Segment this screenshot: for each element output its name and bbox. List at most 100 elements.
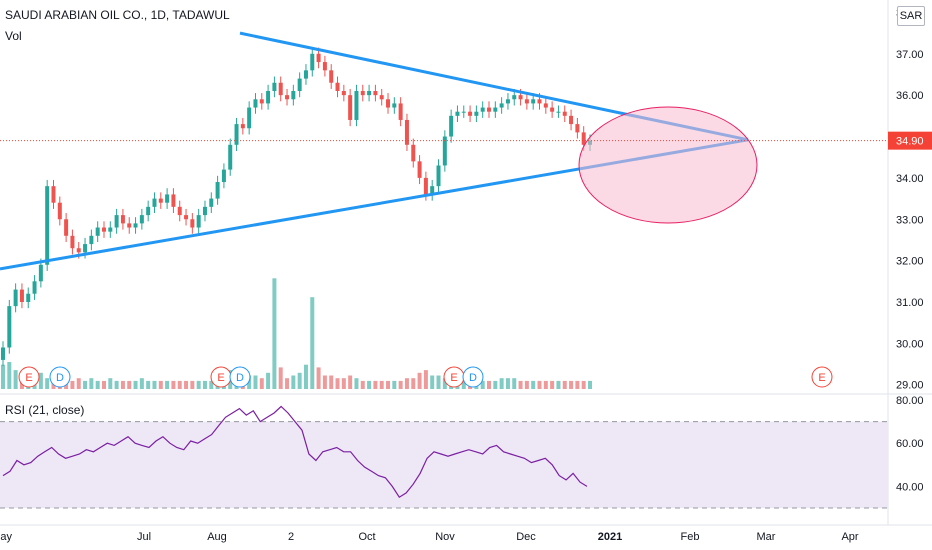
candle-body [569, 115, 574, 125]
candle-body [7, 306, 12, 348]
event-marker-label: E [450, 372, 457, 384]
volume-bar [556, 380, 561, 389]
volume-bar [209, 380, 214, 389]
volume-bar [190, 380, 195, 389]
candle-body [341, 91, 346, 96]
candle-body [108, 227, 113, 232]
candle-body [32, 281, 37, 294]
candle-body [543, 103, 548, 108]
candle-body [474, 111, 479, 116]
event-marker-dividend[interactable] [49, 366, 71, 388]
event-marker-earnings[interactable] [811, 366, 833, 388]
volume-bar [569, 380, 574, 389]
candle-body [524, 99, 529, 104]
volume-bar [95, 380, 100, 389]
volume-bar [133, 380, 138, 389]
volume-bar [278, 367, 283, 389]
rsi-tick-label: 60.00 [896, 438, 924, 450]
last-price-badge [888, 131, 932, 150]
volume-bar [524, 380, 529, 389]
candle-body [13, 289, 18, 307]
volume-bar [480, 380, 485, 389]
candle-body [202, 206, 207, 216]
candle-body [329, 70, 334, 83]
volume-bar [165, 380, 170, 389]
candle-body [228, 144, 233, 170]
event-marker-dividend[interactable] [229, 366, 251, 388]
volume-bar [1, 364, 5, 389]
event-marker-label: E [25, 372, 32, 384]
volume-bar [348, 375, 353, 389]
price-tick-label: 32.00 [896, 256, 924, 268]
candle-body [310, 53, 315, 71]
time-tick-label: Jul [137, 531, 151, 543]
candle-body [240, 124, 245, 129]
event-marker-dividend[interactable] [462, 366, 484, 388]
candle-body [1, 347, 5, 360]
volume-bar [367, 380, 372, 389]
candle-body [581, 132, 586, 145]
event-marker-label: D [236, 372, 244, 384]
candle-body [512, 95, 517, 100]
rsi-label: RSI (21, close) [5, 403, 85, 417]
volume-bar [310, 297, 315, 389]
volume-bar [531, 380, 536, 389]
candle-body [417, 161, 422, 178]
volume-bar [436, 375, 441, 389]
volume-bar [184, 380, 189, 389]
volume-bar [575, 380, 580, 389]
candle-body [531, 99, 536, 104]
candle-body [95, 227, 100, 236]
candle-body [398, 103, 403, 120]
event-marker-label: D [469, 372, 477, 384]
candle-body [285, 95, 290, 100]
candle-body [184, 215, 189, 220]
candle-body [221, 169, 226, 183]
event-marker-earnings[interactable] [18, 366, 40, 388]
candle-body [348, 95, 353, 120]
volume-bar [108, 378, 113, 389]
candle-body [247, 107, 252, 129]
volume-bar [543, 380, 548, 389]
volume-bar [297, 372, 302, 389]
price-tick-label: 31.00 [896, 297, 924, 309]
volume-bar [493, 380, 498, 389]
candle-body [379, 95, 384, 100]
volume-bar [562, 380, 567, 389]
candle-body [146, 206, 151, 216]
volume-bar [360, 380, 365, 389]
volume-bar [202, 380, 207, 389]
price-tick-label: 29.00 [896, 380, 924, 392]
volume-bar [417, 372, 422, 389]
volume-bar [38, 372, 43, 389]
price-tick-label: 30.00 [896, 338, 924, 350]
candle-body [480, 107, 485, 112]
candle-body [297, 78, 302, 92]
candle-body [190, 219, 195, 228]
candle-body [537, 99, 542, 104]
candle-body [177, 206, 182, 216]
candle-body [449, 115, 454, 137]
event-marker-label: E [217, 372, 224, 384]
time-tick-label: Mar [757, 531, 776, 543]
volume-bar [487, 380, 492, 389]
volume-bar [398, 380, 403, 389]
currency-badge[interactable]: SAR [897, 6, 925, 26]
volume-bar [386, 380, 391, 389]
candle-body [322, 62, 327, 71]
candle-body [499, 103, 504, 108]
candle-body [45, 186, 50, 265]
candle-body [575, 124, 580, 133]
candle-body [354, 91, 359, 120]
volume-bar [139, 378, 144, 389]
candle-body [133, 223, 138, 228]
volume-bar [158, 380, 163, 389]
event-marker-label: E [818, 372, 825, 384]
candle-body [76, 248, 81, 253]
volume-bar [423, 370, 428, 389]
volume-bar [120, 380, 125, 389]
volume-bar [285, 378, 290, 389]
time-tick-label: Nov [435, 531, 455, 543]
candle-body [139, 215, 144, 224]
